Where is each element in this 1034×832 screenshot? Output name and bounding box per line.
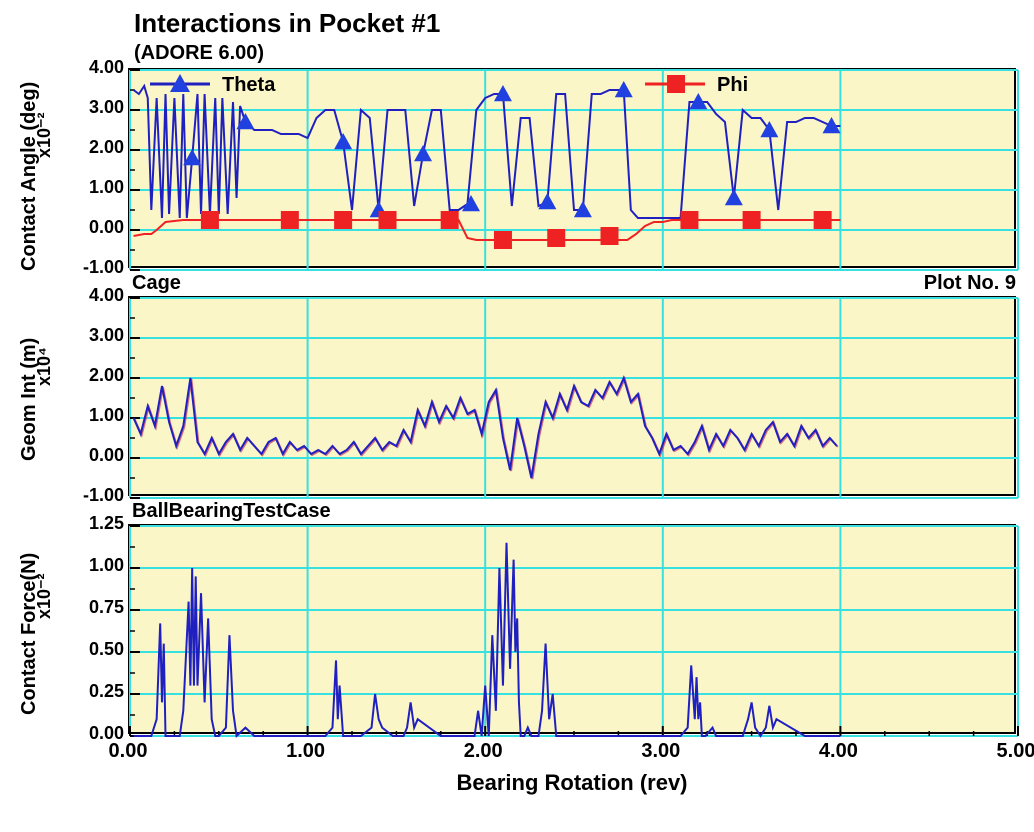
ytick-label: 1.00 <box>68 405 124 426</box>
ytick-label: -1.00 <box>68 257 124 278</box>
ytick-label: 1.00 <box>68 555 124 576</box>
xtick-label: 3.00 <box>631 740 691 763</box>
chart-title: Interactions in Pocket #1 <box>134 8 440 39</box>
x-axis-label: Bearing Rotation (rev) <box>128 770 1016 796</box>
panel3-plot-area <box>128 524 1016 734</box>
panel2-plot-area <box>128 296 1016 496</box>
ytick-label: 0.50 <box>68 639 124 660</box>
ytick-label: 2.00 <box>68 365 124 386</box>
ytick-label: 0.75 <box>68 597 124 618</box>
svg-text:Phi: Phi <box>717 74 748 96</box>
panel2-label-right: Plot No. 9 <box>924 272 1016 295</box>
xtick-label: 1.00 <box>276 740 336 763</box>
ytick-label: 0.00 <box>68 445 124 466</box>
xtick-label: 0.00 <box>98 740 158 763</box>
panel2-yscale: x10⁴ <box>34 347 55 386</box>
ytick-label: 3.00 <box>68 325 124 346</box>
ytick-label: 4.00 <box>68 57 124 78</box>
ytick-label: 0.25 <box>68 681 124 702</box>
ytick-label: 1.25 <box>68 513 124 534</box>
panel3-label-over: BallBearingTestCase <box>132 500 331 523</box>
ytick-label: 3.00 <box>68 97 124 118</box>
ytick-label: 2.00 <box>68 137 124 158</box>
xtick-label: 5.00 <box>986 740 1034 763</box>
panel1-yscale: x10⁻² <box>34 112 55 158</box>
ytick-label: -1.00 <box>68 485 124 506</box>
ytick-label: 1.00 <box>68 177 124 198</box>
panel1-ylabel: Contact Angle (deg) <box>18 81 41 270</box>
panel3-yscale: x10⁻² <box>34 573 55 619</box>
chart-subtitle: (ADORE 6.00) <box>134 42 264 65</box>
svg-text:Theta: Theta <box>222 74 276 96</box>
ytick-label: 0.00 <box>68 217 124 238</box>
xtick-label: 2.00 <box>453 740 513 763</box>
ytick-label: 4.00 <box>68 285 124 306</box>
panel1-plot-area: Theta Phi <box>128 68 1016 268</box>
panel2-label-left: Cage <box>132 272 181 295</box>
xtick-label: 4.00 <box>808 740 868 763</box>
